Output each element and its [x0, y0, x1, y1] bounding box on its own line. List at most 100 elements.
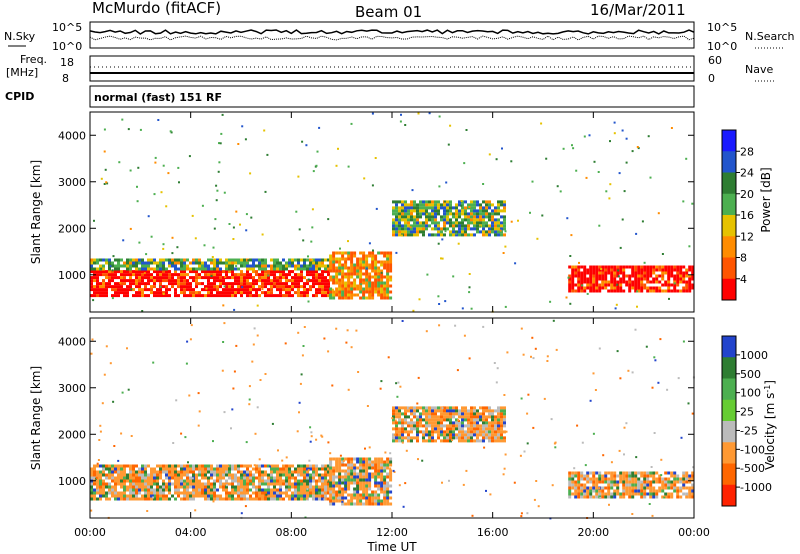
data-cell	[138, 288, 141, 292]
data-cell	[168, 473, 171, 477]
data-cell	[646, 286, 650, 290]
data-cell	[473, 206, 476, 210]
velocity-data	[90, 319, 695, 520]
data-cell	[344, 475, 348, 479]
data-cell	[441, 407, 444, 410]
data-cell	[682, 277, 686, 281]
data-cell	[592, 286, 596, 290]
data-cell	[503, 424, 506, 428]
data-cell	[419, 415, 422, 419]
data-cell	[188, 394, 191, 397]
data-cell	[359, 475, 363, 479]
data-cell	[437, 406, 440, 410]
data-cell	[437, 430, 440, 434]
data-cell	[356, 287, 360, 291]
data-cell	[640, 489, 644, 493]
velocity-colorbar-label: Velocity [m s-1]	[763, 380, 777, 470]
data-cell	[112, 255, 115, 258]
data-cell	[452, 227, 455, 231]
data-cell	[568, 277, 572, 281]
data-cell	[327, 464, 330, 468]
data-cell	[640, 492, 644, 496]
data-cell	[234, 276, 237, 280]
data-cell	[141, 258, 144, 262]
data-cell	[464, 430, 467, 434]
data-cell	[380, 260, 384, 264]
data-cell	[652, 271, 656, 275]
data-cell	[300, 258, 303, 262]
data-cell	[363, 177, 366, 180]
data-cell	[341, 281, 345, 285]
data-cell	[552, 319, 555, 322]
data-cell	[461, 221, 464, 225]
data-cell	[589, 489, 593, 493]
data-cell	[153, 467, 156, 471]
data-cell	[522, 353, 525, 356]
data-cell	[365, 296, 369, 300]
data-cell	[338, 469, 342, 473]
data-cell	[359, 466, 363, 470]
data-cell	[350, 272, 354, 276]
data-cell	[207, 488, 210, 492]
data-cell	[434, 227, 437, 231]
data-cell	[497, 200, 500, 204]
data-cell	[673, 274, 677, 278]
data-cell	[583, 271, 587, 275]
data-cell	[329, 296, 333, 300]
data-cell	[341, 496, 345, 500]
data-cell	[452, 424, 455, 428]
data-cell	[401, 212, 404, 216]
data-cell	[117, 470, 120, 474]
data-cell	[285, 488, 288, 492]
nsearch-line	[89, 35, 695, 41]
data-cell	[461, 209, 464, 213]
data-cell	[688, 286, 692, 290]
data-cell	[497, 233, 500, 237]
data-cell	[228, 291, 231, 295]
data-cell	[297, 264, 300, 268]
data-cell	[446, 209, 449, 213]
data-cell	[162, 497, 165, 501]
data-cell	[123, 294, 126, 298]
data-cell	[494, 418, 497, 422]
data-cell	[279, 488, 282, 492]
data-cell	[455, 230, 458, 234]
data-cell	[231, 291, 234, 295]
data-cell	[114, 482, 117, 486]
data-cell	[473, 218, 476, 222]
data-cell	[264, 479, 267, 483]
data-cell	[479, 203, 482, 207]
data-cell	[315, 288, 318, 292]
data-cell	[183, 479, 186, 483]
data-cell	[267, 494, 270, 498]
data-cell	[153, 479, 156, 483]
data-cell	[568, 471, 572, 475]
data-cell	[446, 203, 449, 207]
data-cell	[434, 439, 437, 443]
data-cell	[616, 271, 620, 275]
data-cell	[169, 130, 172, 133]
data-cell	[300, 491, 303, 495]
data-cell	[344, 290, 348, 294]
data-cell	[198, 488, 201, 492]
data-cell	[520, 512, 523, 515]
data-cell	[569, 255, 572, 257]
data-cell	[637, 492, 641, 496]
data-cell	[213, 273, 216, 277]
data-cell	[306, 488, 309, 491]
data-cell	[228, 285, 231, 289]
data-cell	[356, 487, 360, 491]
data-cell	[619, 477, 623, 481]
data-cell	[213, 267, 216, 271]
data-cell	[491, 412, 494, 416]
data-cell	[615, 303, 618, 306]
data-cell	[377, 469, 381, 473]
data-cell	[174, 294, 177, 298]
data-cell	[329, 463, 333, 467]
data-cell	[231, 282, 234, 286]
data-cell	[168, 258, 171, 262]
data-cell	[312, 473, 315, 477]
data-cell	[577, 489, 581, 493]
data-cell	[121, 118, 124, 121]
data-cell	[377, 502, 381, 506]
